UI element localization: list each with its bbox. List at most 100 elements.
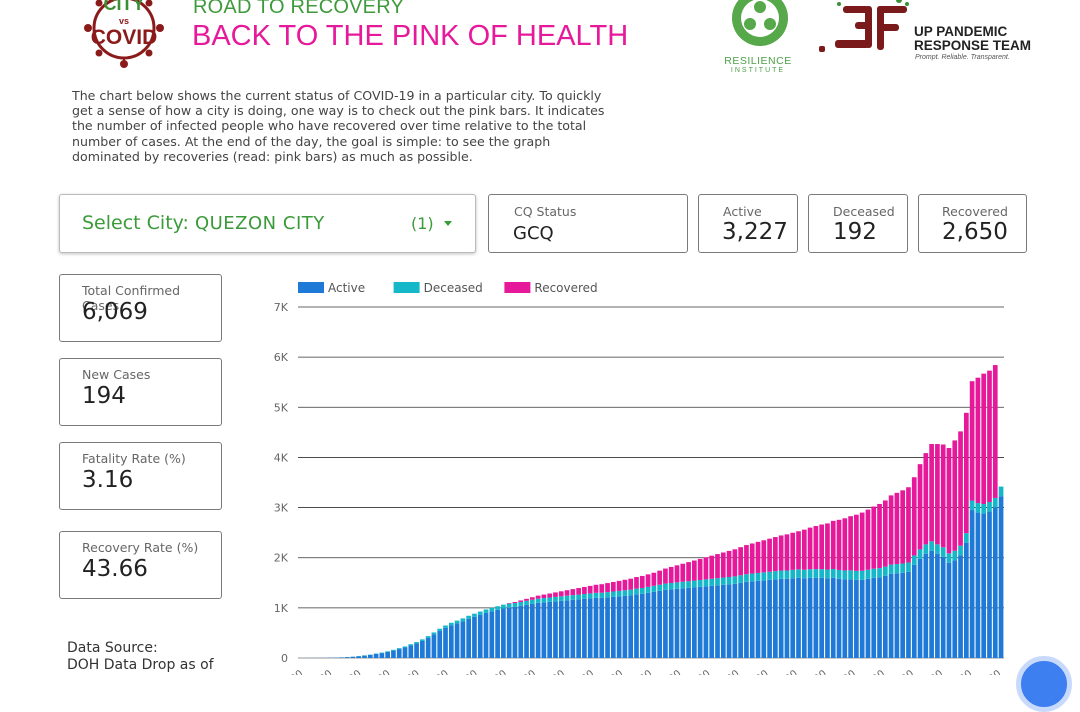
bar-recovered [611,582,616,592]
x-tick-label: 2020 [337,668,364,675]
bar-recovered [895,493,900,564]
bar-deceased [663,584,668,590]
bar-deceased [611,592,616,597]
bar-recovered [958,431,963,545]
up-pandemic-line2: RESPONSE TEAM [914,38,1031,53]
bar-recovered [617,581,622,591]
bar-recovered [941,444,946,547]
x-tick-label: 2020 [715,668,742,675]
up-pandemic-logo [815,0,915,66]
bar-recovered [773,537,778,571]
bar-deceased [559,596,564,601]
help-button[interactable] [1016,656,1072,712]
bar-active [952,560,957,658]
y-tick-label: 2K [274,552,289,565]
bar-active [576,599,581,658]
bar-active [426,638,431,658]
bar-active [455,623,460,658]
bar-deceased [385,651,390,652]
bar-active [692,587,697,658]
data-source-line2: DOH Data Drop as of [67,657,214,674]
total-cases-card: Total Confirmed Cases 6,069 [59,274,222,342]
bar-recovered [877,504,882,568]
bar-deceased [634,589,639,595]
bar-recovered [964,413,969,533]
bar-active [981,514,986,658]
bar-recovered [860,513,865,571]
bar-deceased [495,606,500,610]
bar-deceased [981,504,986,514]
bar-recovered [518,600,523,602]
bar-active [877,577,882,658]
x-tick-label: 2020 [482,668,509,675]
bar-active [547,602,552,658]
bar-deceased [773,571,778,579]
bar-recovered [912,477,917,555]
bar-deceased [866,570,871,579]
bar-active [970,510,975,658]
bar-recovered [900,490,905,563]
bar-active [935,554,940,658]
city-vs-covid-logo: CITY vs COVID [68,0,180,70]
bar-deceased [657,585,662,591]
bar-active [883,576,888,658]
bar-active [489,611,494,658]
bar-active [362,656,367,658]
active-label: Active [723,204,762,219]
bar-deceased [837,570,842,579]
bar-deceased [397,648,402,649]
bar-active [779,579,784,658]
x-tick-label: 2020 [744,668,771,675]
bar-deceased [680,582,685,589]
bar-deceased [721,578,726,585]
bar-active [646,593,651,658]
x-tick-label: 2020 [424,668,451,675]
bar-active [663,590,668,658]
bar-recovered [715,554,720,578]
bar-recovered [530,597,535,600]
recovered-card: Recovered 2,650 [918,194,1027,253]
bar-recovered [547,594,552,598]
bar-active [993,508,998,658]
x-tick-label: 2020 [773,668,800,675]
logo-text-vs: vs [119,16,129,26]
new-cases-card: New Cases 194 [59,358,222,426]
fatality-rate-card: Fatality Rate (%) 3.16 [59,442,222,510]
bar-deceased [408,644,413,645]
bar-recovered [733,549,738,576]
bar-active [466,619,471,658]
bar-recovered [779,535,784,570]
bar-deceased [704,579,709,586]
bar-active [495,610,500,658]
chevron-down-icon[interactable] [444,221,452,226]
x-tick-label: 2020 [308,668,335,675]
bar-deceased [958,546,963,555]
bar-active [403,647,408,658]
bar-recovered [634,577,639,589]
bar-active [414,643,419,658]
bar-active [785,579,790,658]
bar-active [669,589,674,658]
bar-recovered [640,576,645,588]
resilience-institute-name: RESILIENCE [716,55,800,67]
bar-recovered [848,516,853,570]
bar-recovered [947,448,952,553]
bar-active [947,563,952,658]
bar-active [518,606,523,658]
bar-active [594,598,599,658]
bar-deceased [808,569,813,578]
legend-swatch-recovered [504,282,530,293]
bar-active [449,625,454,658]
bar-deceased [918,549,923,558]
bar-deceased [570,595,575,600]
city-select-dropdown[interactable]: Select City: QUEZON CITY (1) [59,194,476,253]
bar-deceased [767,572,772,580]
bar-active [623,596,628,658]
bar-recovered [883,500,888,566]
x-tick-label: 2020 [599,668,626,675]
bar-deceased [733,576,738,583]
bar-recovered [680,564,685,582]
total-cases-value: 6,069 [82,299,148,325]
bar-recovered [970,381,975,500]
bar-active [906,572,911,658]
